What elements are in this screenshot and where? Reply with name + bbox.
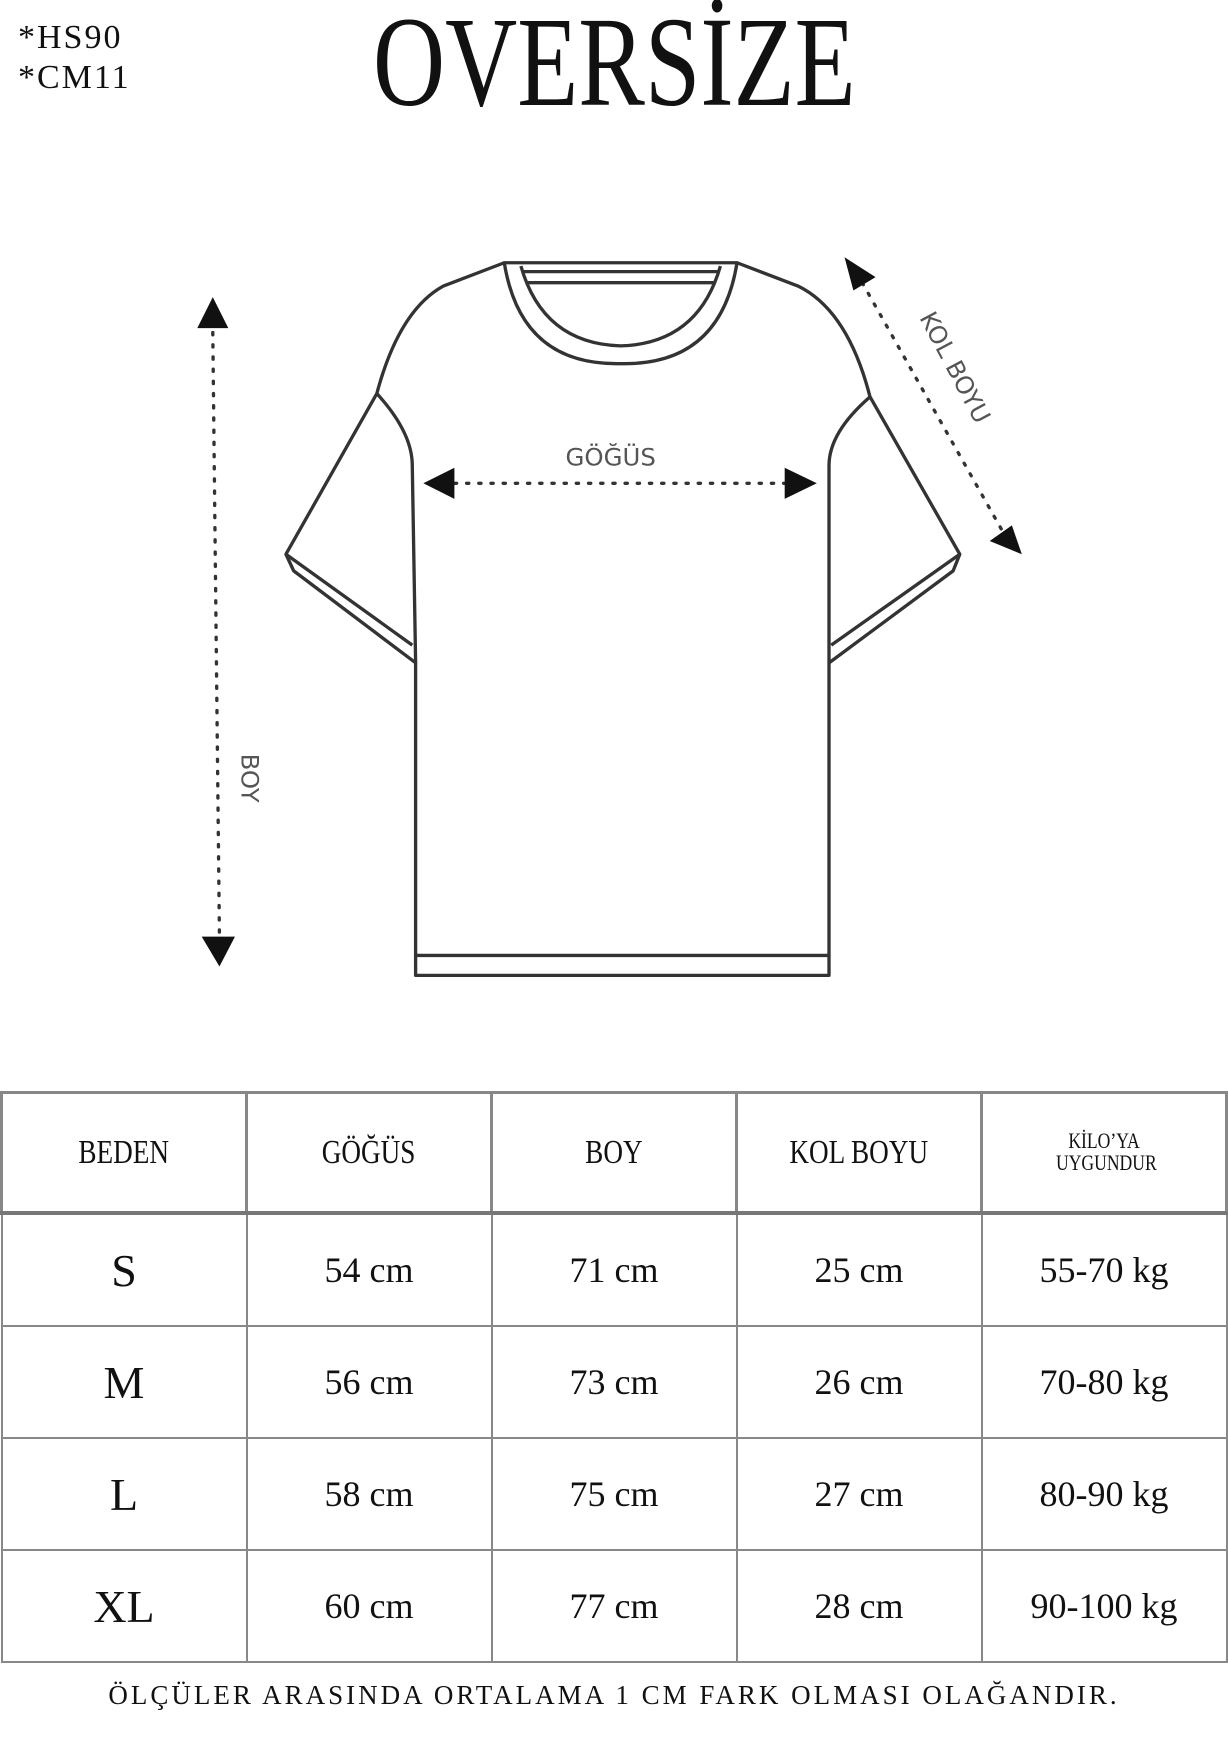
arrow-up-left-icon — [844, 257, 876, 291]
chest-cell: 60 cm — [245, 1549, 493, 1663]
sleeve-cell: 26 cm — [735, 1325, 983, 1439]
table-row: XL 60 cm 77 cm 28 cm 90-100 kg — [0, 1549, 1228, 1663]
size-cell: S — [0, 1212, 248, 1327]
table-row: M 56 cm 73 cm 26 cm 70-80 kg — [0, 1325, 1228, 1439]
header-length: BOY — [490, 1091, 738, 1215]
size-cell: L — [0, 1437, 248, 1551]
header-size: BEDEN — [0, 1091, 248, 1215]
arrow-right-icon — [784, 467, 817, 499]
chest-cell: 54 cm — [245, 1212, 493, 1327]
header-weight: KİLO’YA UYGUNDUR — [980, 1091, 1228, 1215]
table-header-row: BEDEN GÖĞÜS BOY KOL BOYU KİLO’YA UYGUNDU… — [0, 1091, 1228, 1215]
length-cell: 71 cm — [490, 1212, 738, 1327]
sleeve-cell: 25 cm — [735, 1212, 983, 1327]
sleeve-cell: 28 cm — [735, 1549, 983, 1663]
code-2: *CM11 — [18, 59, 131, 96]
sleeve-cell: 27 cm — [735, 1437, 983, 1551]
sleeve-label: KOL BOYU — [914, 307, 997, 428]
size-table: BEDEN GÖĞÜS BOY KOL BOYU KİLO’YA UYGUNDU… — [0, 1091, 1228, 1663]
weight-cell: 55-70 kg — [980, 1212, 1228, 1327]
weight-cell: 70-80 kg — [980, 1325, 1228, 1439]
header-chest: GÖĞÜS — [245, 1091, 493, 1215]
code-1: *HS90 — [18, 19, 123, 56]
arrow-up-icon — [197, 297, 229, 329]
length-cell: 75 cm — [490, 1437, 738, 1551]
footer-note: ÖLÇÜLER ARASINDA ORTALAMA 1 CM FARK OLMA… — [108, 1680, 1120, 1710]
chest-cell: 56 cm — [245, 1325, 493, 1439]
length-cell: 77 cm — [490, 1549, 738, 1663]
arrow-down-icon — [201, 936, 235, 967]
length-cell: 73 cm — [490, 1325, 738, 1439]
arrow-left-icon — [423, 467, 455, 499]
weight-cell: 80-90 kg — [980, 1437, 1228, 1551]
size-cell: XL — [0, 1549, 248, 1663]
page-title: OVERSİZE — [372, 0, 856, 133]
product-codes: *HS90 *CM11 — [18, 18, 131, 98]
header-sleeve: KOL BOYU — [735, 1091, 983, 1215]
weight-cell: 90-100 kg — [980, 1549, 1228, 1663]
size-cell: M — [0, 1325, 248, 1439]
table-row: S 54 cm 71 cm 25 cm 55-70 kg — [0, 1212, 1228, 1327]
chest-label: GÖĞÜS — [566, 442, 656, 472]
arrow-down-right-icon — [989, 525, 1022, 555]
chest-cell: 58 cm — [245, 1437, 493, 1551]
tshirt-outline — [284, 261, 962, 978]
length-label: BOY — [236, 754, 265, 803]
table-row: L 58 cm 75 cm 27 cm 80-90 kg — [0, 1437, 1228, 1551]
